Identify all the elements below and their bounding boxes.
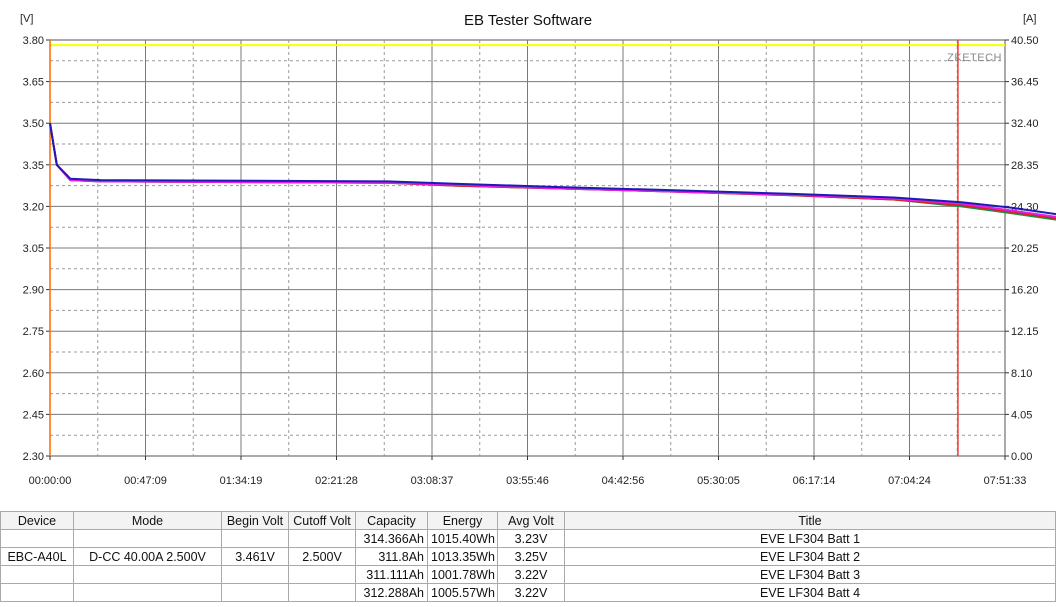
device-cell: EBC-A40L [0, 547, 74, 566]
right-tick-label: 28.35 [1011, 160, 1039, 172]
begin-volt-cell [221, 583, 289, 602]
x-tick-label: 01:34:19 [220, 475, 263, 487]
voltage-series-line [49, 123, 1056, 218]
left-tick-label: 2.45 [23, 409, 44, 421]
table-header-row: Device Mode Begin Volt Cutoff Volt Capac… [0, 511, 1056, 530]
column-header-device[interactable]: Device [0, 511, 74, 530]
table-row[interactable]: 311.111Ah 1001.78Wh 3.22V EVE LF304 Batt… [0, 565, 1056, 584]
begin-volt-cell [221, 565, 289, 584]
device-cell [0, 529, 74, 548]
column-header-capacity[interactable]: Capacity [355, 511, 428, 530]
right-tick-label: 12.15 [1011, 326, 1039, 338]
cutoff-volt-cell: 2.500V [288, 547, 356, 566]
voltage-discharge-chart: EB Tester Software [V] [A] 2.30 2.45 2.60 2… [20, 12, 1056, 487]
x-tick-label: 06:17:14 [793, 475, 836, 487]
right-tick-label: 36.45 [1011, 77, 1039, 89]
mode-cell: D-CC 40.00A 2.500V [73, 547, 222, 566]
right-tick-label: 0.00 [1011, 451, 1032, 463]
capacity-cell: 312.288Ah [355, 583, 428, 602]
x-tick-label: 04:42:56 [602, 475, 645, 487]
x-tick-label: 05:30:05 [697, 475, 740, 487]
x-tick-label: 03:55:46 [506, 475, 549, 487]
mode-cell [73, 583, 222, 602]
x-tick-label: 02:21:28 [315, 475, 358, 487]
x-tick-label: 00:00:00 [29, 475, 72, 487]
cutoff-volt-cell [288, 583, 356, 602]
avg-volt-cell: 3.22V [497, 565, 565, 584]
left-tick-label: 3.80 [23, 35, 44, 47]
right-tick-label: 8.10 [1011, 368, 1032, 380]
capacity-cell: 311.8Ah [355, 547, 428, 566]
column-header-title[interactable]: Title [564, 511, 1056, 530]
device-cell [0, 565, 74, 584]
right-tick-label: 40.50 [1011, 35, 1039, 47]
grid [50, 40, 1005, 456]
left-tick-label: 3.35 [23, 160, 44, 172]
title-cell: EVE LF304 Batt 1 [564, 529, 1056, 548]
left-tick-label: 3.50 [23, 118, 44, 130]
table-row[interactable]: 314.366Ah 1015.40Wh 3.23V EVE LF304 Batt… [0, 529, 1056, 548]
x-tick-label: 07:51:33 [984, 475, 1027, 487]
device-cell [0, 583, 74, 602]
avg-volt-cell: 3.23V [497, 529, 565, 548]
left-tick-label: 2.30 [23, 451, 44, 463]
column-header-avg-volt[interactable]: Avg Volt [497, 511, 565, 530]
left-axis-unit: [V] [20, 13, 33, 25]
cutoff-volt-cell [288, 529, 356, 548]
begin-volt-cell [221, 529, 289, 548]
right-tick-label: 32.40 [1011, 118, 1039, 130]
avg-volt-cell: 3.25V [497, 547, 565, 566]
title-cell: EVE LF304 Batt 3 [564, 565, 1056, 584]
results-table: Device Mode Begin Volt Cutoff Volt Capac… [0, 511, 1056, 602]
right-axis-unit: [A] [1023, 13, 1036, 25]
series [49, 123, 1056, 221]
column-header-cutoff-volt[interactable]: Cutoff Volt [288, 511, 356, 530]
right-tick-label: 20.25 [1011, 243, 1039, 255]
energy-cell: 1013.35Wh [427, 547, 498, 566]
left-tick-label: 2.60 [23, 368, 44, 380]
left-tick-label: 3.05 [23, 243, 44, 255]
watermark-text: ZKETECH [947, 52, 1002, 64]
left-tick-label: 2.75 [23, 326, 44, 338]
left-tick-label: 2.90 [23, 285, 44, 297]
cutoff-volt-cell [288, 565, 356, 584]
energy-cell: 1015.40Wh [427, 529, 498, 548]
left-tick-label: 3.65 [23, 77, 44, 89]
mode-cell [73, 529, 222, 548]
energy-cell: 1001.78Wh [427, 565, 498, 584]
left-tick-label: 3.20 [23, 201, 44, 213]
right-tick-label: 16.20 [1011, 285, 1039, 297]
capacity-cell: 314.366Ah [355, 529, 428, 548]
energy-cell: 1005.57Wh [427, 583, 498, 602]
title-cell: EVE LF304 Batt 2 [564, 547, 1056, 566]
column-header-mode[interactable]: Mode [73, 511, 222, 530]
chart-title: EB Tester Software [464, 12, 592, 29]
x-tick-label: 03:08:37 [411, 475, 454, 487]
chart-area: EB Tester Software [V] [A] 2.30 2.45 2.60 2… [20, 12, 1056, 487]
begin-volt-cell: 3.461V [221, 547, 289, 566]
voltage-series-line [49, 123, 1056, 216]
x-tick-label: 07:04:24 [888, 475, 931, 487]
capacity-cell: 311.111Ah [355, 565, 428, 584]
table-row[interactable]: 312.288Ah 1005.57Wh 3.22V EVE LF304 Batt… [0, 583, 1056, 602]
avg-volt-cell: 3.22V [497, 583, 565, 602]
column-header-energy[interactable]: Energy [427, 511, 498, 530]
table-row[interactable]: EBC-A40L D-CC 40.00A 2.500V 3.461V 2.500… [0, 547, 1056, 566]
mode-cell [73, 565, 222, 584]
title-cell: EVE LF304 Batt 4 [564, 583, 1056, 602]
reference-traces [49, 40, 1005, 456]
right-tick-label: 4.05 [1011, 409, 1032, 421]
column-header-begin-volt[interactable]: Begin Volt [221, 511, 289, 530]
x-tick-label: 00:47:09 [124, 475, 167, 487]
